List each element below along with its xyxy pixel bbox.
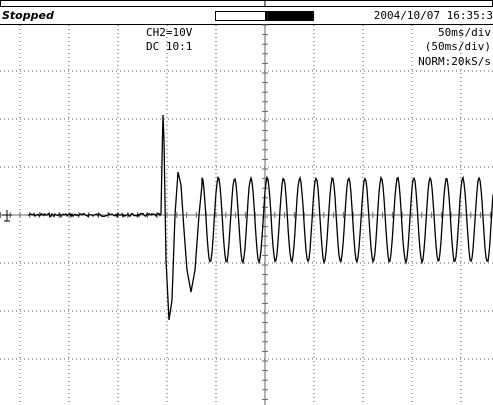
- channel-scale: CH2=10V: [146, 26, 193, 39]
- acquisition-mode: NORM:20kS/s: [418, 55, 491, 68]
- timestamp: 2004/10/07 16:35:3: [374, 9, 493, 22]
- run-status: Stopped: [2, 9, 54, 22]
- graticule: [0, 24, 493, 405]
- timebase-zoom: (50ms/div): [425, 40, 491, 53]
- record-bar-position: [265, 11, 314, 21]
- ground-marker: [2, 210, 12, 222]
- channel-coupling: DC 10:1: [146, 40, 192, 53]
- waveform: [27, 114, 493, 321]
- timebase-main: 50ms/div: [438, 26, 491, 39]
